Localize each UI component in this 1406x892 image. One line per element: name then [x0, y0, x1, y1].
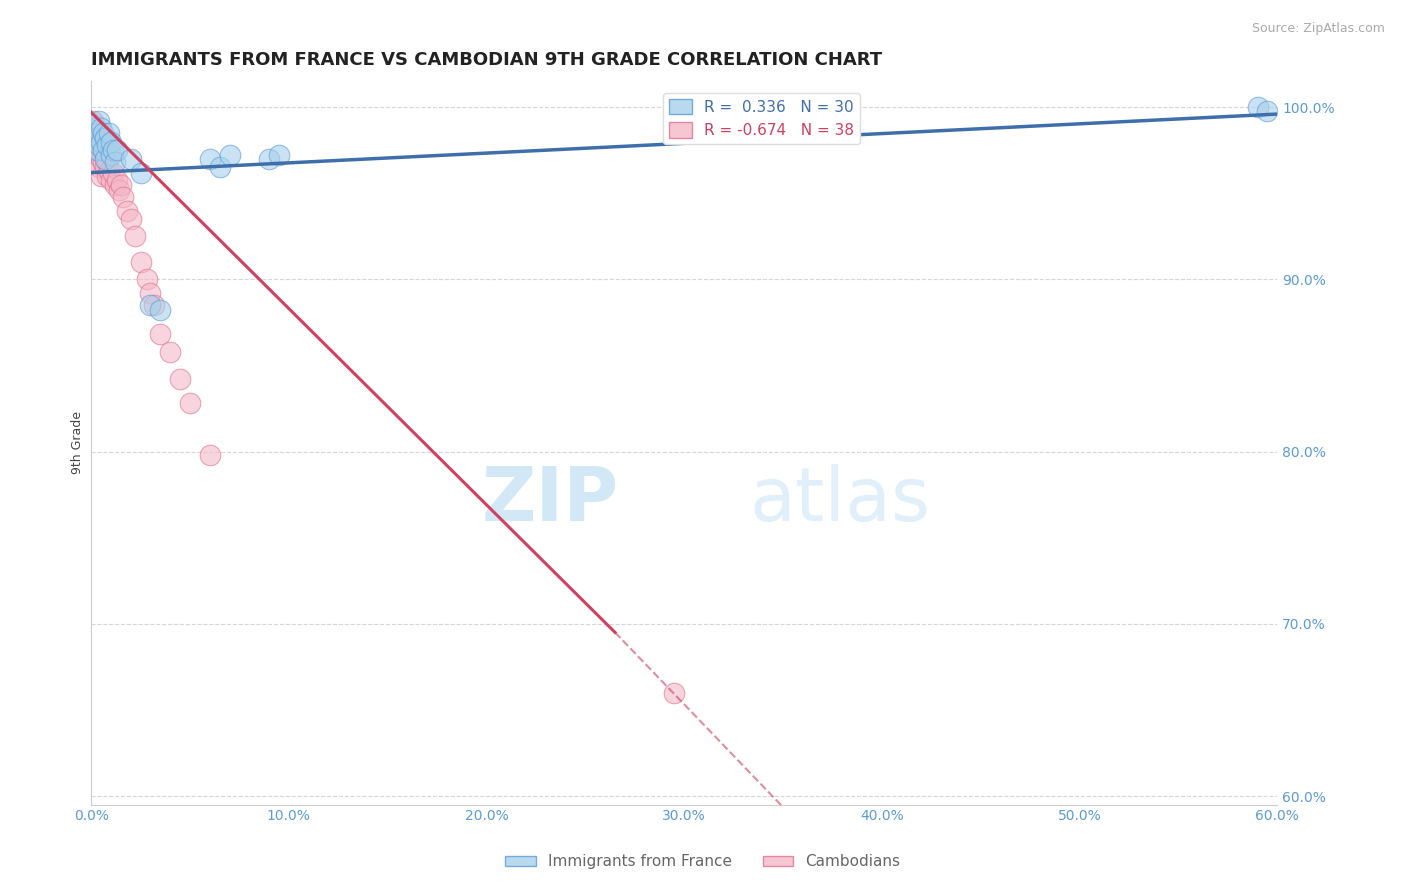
Point — [100, 148, 122, 162]
Point — [1256, 103, 1278, 118]
Point — [90, 169, 112, 183]
Point — [149, 303, 172, 318]
Point — [91, 155, 114, 169]
Point — [101, 143, 124, 157]
Text: atlas: atlas — [749, 465, 931, 537]
Point — [90, 138, 112, 153]
Point — [86, 131, 108, 145]
Point — [143, 298, 166, 312]
Point — [91, 143, 114, 157]
Point — [91, 143, 114, 157]
Point — [129, 255, 152, 269]
Point — [108, 183, 131, 197]
Point — [664, 686, 686, 700]
Point — [96, 138, 118, 153]
Point — [87, 138, 110, 153]
Point — [105, 172, 128, 186]
Point — [96, 169, 118, 183]
Point — [90, 135, 112, 149]
Point — [82, 114, 104, 128]
Point — [84, 126, 107, 140]
Point — [169, 372, 191, 386]
Point — [101, 166, 124, 180]
Point — [86, 143, 108, 157]
Text: Source: ZipAtlas.com: Source: ZipAtlas.com — [1251, 22, 1385, 36]
Point — [110, 178, 132, 192]
Point — [86, 126, 108, 140]
Point — [82, 117, 104, 131]
Point — [98, 164, 121, 178]
Point — [87, 161, 110, 175]
Point — [87, 148, 110, 162]
Point — [94, 152, 117, 166]
Point — [94, 148, 117, 162]
Legend: Immigrants from France, Cambodians: Immigrants from France, Cambodians — [499, 848, 907, 875]
Point — [115, 203, 138, 218]
Point — [94, 161, 117, 175]
Point — [135, 272, 157, 286]
Point — [149, 327, 172, 342]
Point — [139, 286, 162, 301]
Point — [267, 148, 290, 162]
Point — [120, 212, 142, 227]
Point — [179, 396, 201, 410]
Point — [87, 135, 110, 149]
Point — [198, 448, 221, 462]
Y-axis label: 9th Grade: 9th Grade — [72, 411, 84, 475]
Point — [111, 190, 134, 204]
Point — [98, 126, 121, 140]
Point — [104, 155, 127, 169]
Point — [105, 143, 128, 157]
Point — [91, 126, 114, 140]
Text: ZIP: ZIP — [482, 465, 619, 537]
Point — [90, 152, 112, 166]
Point — [159, 344, 181, 359]
Point — [129, 166, 152, 180]
Point — [87, 114, 110, 128]
Point — [86, 143, 108, 157]
Text: IMMIGRANTS FROM FRANCE VS CAMBODIAN 9TH GRADE CORRELATION CHART: IMMIGRANTS FROM FRANCE VS CAMBODIAN 9TH … — [91, 51, 883, 69]
Point — [84, 120, 107, 135]
Point — [120, 152, 142, 166]
Point — [100, 135, 122, 149]
Point — [84, 131, 107, 145]
Point — [198, 152, 221, 166]
Point — [100, 172, 122, 186]
Point — [1246, 100, 1268, 114]
Point — [94, 131, 117, 145]
Point — [124, 229, 146, 244]
Point — [90, 120, 112, 135]
Point — [218, 148, 240, 162]
Point — [257, 152, 280, 166]
Point — [139, 298, 162, 312]
Point — [104, 178, 127, 192]
Legend: R =  0.336   N = 30, R = -0.674   N = 38: R = 0.336 N = 30, R = -0.674 N = 38 — [662, 93, 860, 145]
Point — [208, 161, 231, 175]
Point — [96, 155, 118, 169]
